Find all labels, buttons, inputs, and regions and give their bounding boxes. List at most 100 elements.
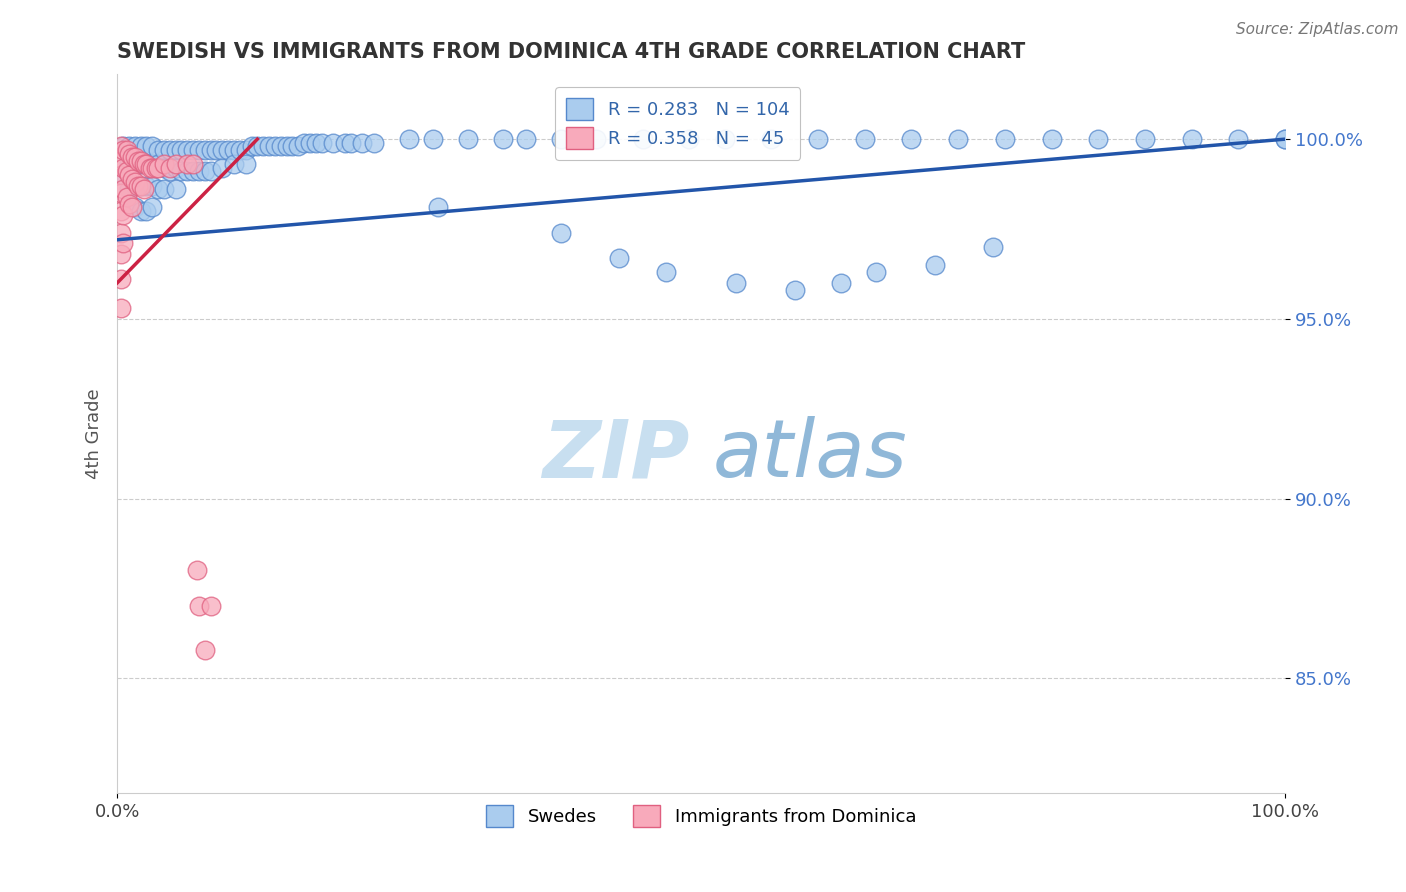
Point — [1087, 132, 1109, 146]
Point — [352, 136, 374, 150]
Point — [141, 178, 163, 193]
Point — [1274, 132, 1296, 146]
Point — [121, 150, 143, 164]
Point — [187, 164, 209, 178]
Point — [153, 157, 176, 171]
Point — [830, 276, 852, 290]
Point — [127, 153, 149, 168]
Point — [146, 182, 169, 196]
Point — [115, 189, 138, 203]
Legend: Swedes, Immigrants from Dominica: Swedes, Immigrants from Dominica — [479, 798, 924, 835]
Point — [112, 182, 135, 196]
Point — [761, 132, 783, 146]
Point — [110, 272, 132, 286]
Point — [118, 168, 141, 182]
Point — [281, 139, 304, 153]
Point — [132, 157, 155, 171]
Point — [187, 143, 209, 157]
Point — [153, 161, 176, 175]
Point — [141, 201, 163, 215]
Point — [457, 132, 479, 146]
Point — [112, 208, 135, 222]
Point — [165, 157, 187, 171]
Point — [165, 161, 187, 175]
Point — [257, 139, 280, 153]
Point — [129, 157, 152, 171]
Point — [287, 139, 309, 153]
Point — [322, 136, 344, 150]
Point — [112, 139, 135, 153]
Point — [118, 182, 141, 196]
Point — [118, 139, 141, 153]
Point — [491, 132, 513, 146]
Point — [181, 157, 204, 171]
Point — [981, 240, 1004, 254]
Point — [240, 139, 263, 153]
Point — [1133, 132, 1156, 146]
Point — [187, 599, 209, 614]
Text: atlas: atlas — [713, 417, 908, 494]
Point — [141, 161, 163, 175]
Point — [124, 139, 146, 153]
Point — [110, 168, 132, 182]
Point — [146, 143, 169, 157]
Text: ZIP: ZIP — [543, 417, 689, 494]
Point — [118, 157, 141, 171]
Point — [159, 161, 181, 175]
Point — [176, 157, 198, 171]
Point — [135, 139, 157, 153]
Point — [129, 204, 152, 219]
Point — [112, 161, 135, 175]
Point — [311, 136, 333, 150]
Point — [217, 143, 239, 157]
Point — [222, 143, 245, 157]
Point — [333, 136, 356, 150]
Point — [110, 153, 132, 168]
Point — [165, 182, 187, 196]
Point — [112, 236, 135, 251]
Point — [263, 139, 285, 153]
Point — [1274, 132, 1296, 146]
Point — [181, 164, 204, 178]
Point — [655, 265, 678, 279]
Point — [112, 143, 135, 157]
Point — [135, 157, 157, 171]
Point — [129, 178, 152, 193]
Point — [398, 132, 420, 146]
Point — [631, 132, 654, 146]
Point — [246, 139, 269, 153]
Point — [900, 132, 922, 146]
Point — [298, 136, 321, 150]
Point — [110, 247, 132, 261]
Point — [118, 197, 141, 211]
Point — [235, 143, 257, 157]
Point — [200, 599, 222, 614]
Point — [1181, 132, 1204, 146]
Point — [115, 143, 138, 157]
Point — [141, 157, 163, 171]
Y-axis label: 4th Grade: 4th Grade — [86, 389, 103, 479]
Point — [110, 301, 132, 315]
Point — [924, 258, 946, 272]
Point — [176, 164, 198, 178]
Point — [205, 143, 228, 157]
Point — [427, 201, 450, 215]
Point — [678, 132, 700, 146]
Point — [129, 178, 152, 193]
Point — [200, 143, 222, 157]
Point — [946, 132, 969, 146]
Point — [135, 178, 157, 193]
Point — [170, 164, 193, 178]
Point — [725, 276, 748, 290]
Point — [292, 136, 315, 150]
Point — [124, 201, 146, 215]
Point — [515, 132, 537, 146]
Point — [165, 143, 187, 157]
Point — [186, 564, 208, 578]
Point — [110, 186, 132, 200]
Point — [124, 150, 146, 164]
Point — [153, 182, 176, 196]
Point — [146, 157, 169, 171]
Point — [132, 182, 155, 196]
Point — [121, 201, 143, 215]
